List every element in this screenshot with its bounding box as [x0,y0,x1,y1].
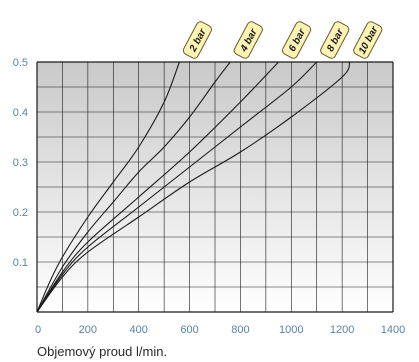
series-lines [36,61,351,313]
series-tag-box [281,21,312,59]
x-tick-label: 600 [180,324,198,336]
x-tick-label: 1000 [279,324,303,336]
x-axis-label: Objemový proud l/min. [37,344,167,359]
x-tick-label: 200 [79,324,97,336]
x-tick-label: 800 [231,324,249,336]
series-line-2 [36,61,231,313]
series-tags: 2 bar 4 bar 6 bar 8 bar 10 bar [182,21,383,59]
series-line-4 [36,61,318,313]
y-tick-label: 0.1 [13,257,28,269]
series-tag-box [353,21,383,59]
y-tick-label: 0.3 [13,157,28,169]
y-tick-label: 0.4 [13,107,28,119]
series-tag-5: 10 bar [353,21,383,59]
series-tag-box [182,21,213,59]
series-tag-3: 6 bar [281,21,312,59]
series-tag-2: 4 bar [233,21,263,59]
x-tick-label: 400 [130,324,148,336]
x-tick-label: 1200 [330,324,354,336]
series-line-1 [36,61,180,313]
grid [36,61,394,313]
series-line-5 [36,61,351,313]
series-line-3 [36,61,279,313]
y-tick-label: 0.5 [13,57,28,69]
series-tag-1: 2 bar [182,21,213,59]
x-axis-ticks: 0 200 400 600 800 1000 1200 1400 [35,324,405,336]
series-tag-box [320,21,350,59]
series-tag-box [233,21,263,59]
y-tick-label: 0.2 [13,207,28,219]
x-tick-label: 0 [35,324,41,336]
y-axis-ticks: 0.1 0.2 0.3 0.4 0.5 [13,57,28,269]
x-tick-label: 1400 [381,324,405,336]
series-tag-4: 8 bar [320,21,350,59]
